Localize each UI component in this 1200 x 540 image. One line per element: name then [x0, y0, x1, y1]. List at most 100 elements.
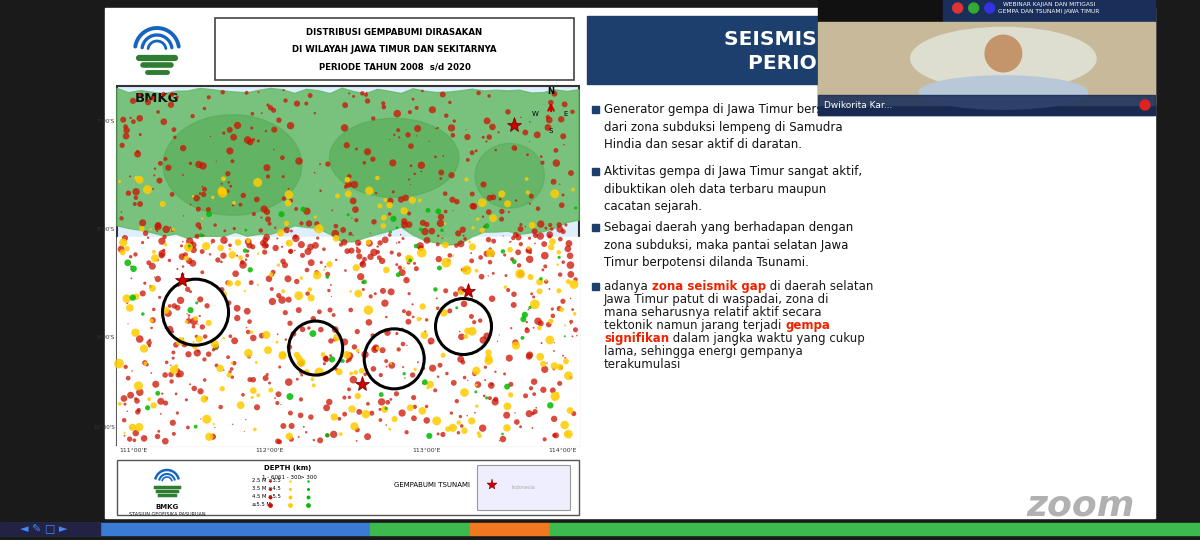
Point [206, 361, 226, 370]
Point [469, 429, 488, 437]
Point [194, 185, 214, 193]
Point [512, 334, 532, 342]
Point [342, 369, 361, 378]
Point [178, 285, 197, 294]
Point [482, 249, 502, 258]
Point [520, 409, 539, 418]
Point [298, 266, 317, 274]
Point [281, 492, 300, 501]
Point [372, 390, 391, 399]
Point [559, 372, 578, 380]
Point [252, 213, 271, 222]
Point [193, 268, 212, 276]
Text: > 300: > 300 [300, 475, 317, 480]
Point [287, 277, 306, 286]
Point [324, 430, 343, 438]
Point [128, 150, 148, 158]
Point [404, 414, 424, 423]
Point [517, 318, 536, 326]
Point [318, 431, 337, 440]
Point [316, 354, 335, 363]
Point [278, 239, 298, 247]
Point [377, 421, 396, 429]
Point [378, 328, 397, 337]
Point [193, 182, 212, 191]
Point [272, 153, 292, 162]
Point [340, 172, 359, 181]
Point [299, 477, 318, 485]
Point [307, 271, 326, 280]
Point [256, 235, 275, 244]
Point [377, 266, 396, 274]
Point [462, 256, 481, 265]
Point [272, 296, 292, 305]
Point [546, 392, 565, 401]
Point [347, 436, 366, 445]
Point [258, 346, 277, 355]
Point [272, 210, 292, 219]
Point [395, 369, 414, 378]
Point [232, 401, 251, 409]
Point [277, 226, 296, 234]
Point [184, 322, 203, 331]
Point [188, 320, 208, 328]
Point [491, 195, 510, 204]
Point [180, 241, 199, 250]
Point [400, 209, 419, 218]
Point [348, 426, 367, 434]
Point [160, 256, 179, 265]
Point [314, 265, 334, 274]
Point [359, 400, 378, 408]
Point [260, 379, 280, 387]
Point [308, 234, 328, 242]
Point [114, 394, 133, 403]
Point [532, 274, 551, 283]
Point [214, 129, 233, 137]
Point [239, 328, 258, 336]
Point [282, 435, 301, 443]
Point [418, 416, 437, 425]
Point [530, 353, 550, 361]
Point [121, 424, 140, 433]
Point [142, 282, 161, 291]
Point [522, 221, 541, 230]
Point [248, 137, 268, 145]
Point [342, 214, 361, 222]
Point [242, 110, 262, 118]
Point [467, 388, 486, 396]
Point [148, 256, 167, 265]
Point [326, 255, 346, 264]
Point [538, 359, 557, 367]
Point [268, 399, 287, 407]
Point [244, 136, 263, 144]
Point [520, 246, 539, 255]
Point [156, 154, 175, 163]
Point [373, 346, 392, 355]
Point [312, 258, 331, 267]
Point [492, 215, 511, 224]
Point [130, 176, 149, 184]
Point [220, 370, 239, 379]
Point [532, 152, 551, 161]
Point [151, 159, 170, 168]
Point [336, 101, 355, 110]
Point [241, 328, 260, 336]
Point [521, 273, 540, 281]
Point [492, 190, 511, 198]
Point [475, 376, 494, 384]
Point [163, 354, 182, 362]
Point [481, 248, 500, 257]
Point [124, 293, 143, 302]
Point [199, 433, 218, 441]
Point [257, 127, 276, 136]
Point [170, 369, 190, 378]
Point [214, 251, 233, 260]
Point [197, 394, 216, 403]
Point [212, 186, 232, 195]
Point [149, 107, 168, 116]
Point [400, 289, 419, 298]
Point [115, 400, 134, 408]
Point [390, 133, 409, 141]
Point [226, 269, 245, 278]
Point [464, 318, 484, 327]
